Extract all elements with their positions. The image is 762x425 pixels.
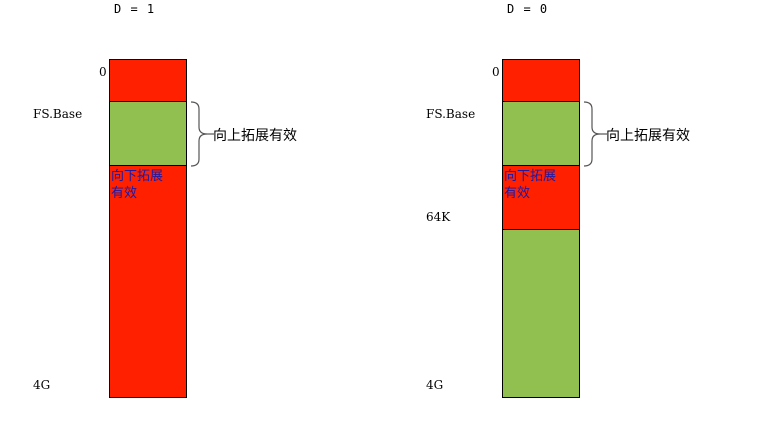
segment-valid-upward (502, 101, 580, 166)
brace-label: 向上拓展有效 (213, 128, 297, 144)
brace-label: 向上拓展有效 (606, 128, 690, 144)
segment-label: 向下拓展有效 (111, 169, 164, 201)
segment-below-base (502, 59, 580, 102)
segment-valid-downward: 向下拓展有效 (109, 165, 187, 398)
segment-below-base (109, 59, 187, 102)
diagram-title: D = 0 (507, 2, 549, 16)
address-fs-base-label: FS.Base (33, 107, 83, 121)
address-4g-label: 4G (426, 378, 444, 392)
address-zero-label: 0 (99, 65, 107, 79)
segment-label: 向下拓展有效 (504, 169, 557, 201)
segment-valid-downward: 向下拓展有效 (502, 165, 580, 230)
diagram-d0: D = 0 0 FS.Base 64K 4G 向下拓展有效 向上拓展有效 (393, 0, 762, 425)
address-fs-base-label: FS.Base (426, 107, 476, 121)
segment-valid-upward (109, 101, 187, 166)
right-brace-icon (190, 101, 214, 167)
address-zero-label: 0 (492, 65, 500, 79)
segment-above-64k (502, 229, 580, 398)
diagram-d1: D = 1 0 FS.Base 4G 向下拓展有效 向上拓展有效 (33, 2, 297, 398)
address-4g-label: 4G (33, 378, 51, 392)
diagram-title: D = 1 (114, 2, 156, 16)
address-64k-label: 64K (426, 210, 451, 224)
right-brace-icon (583, 101, 607, 167)
